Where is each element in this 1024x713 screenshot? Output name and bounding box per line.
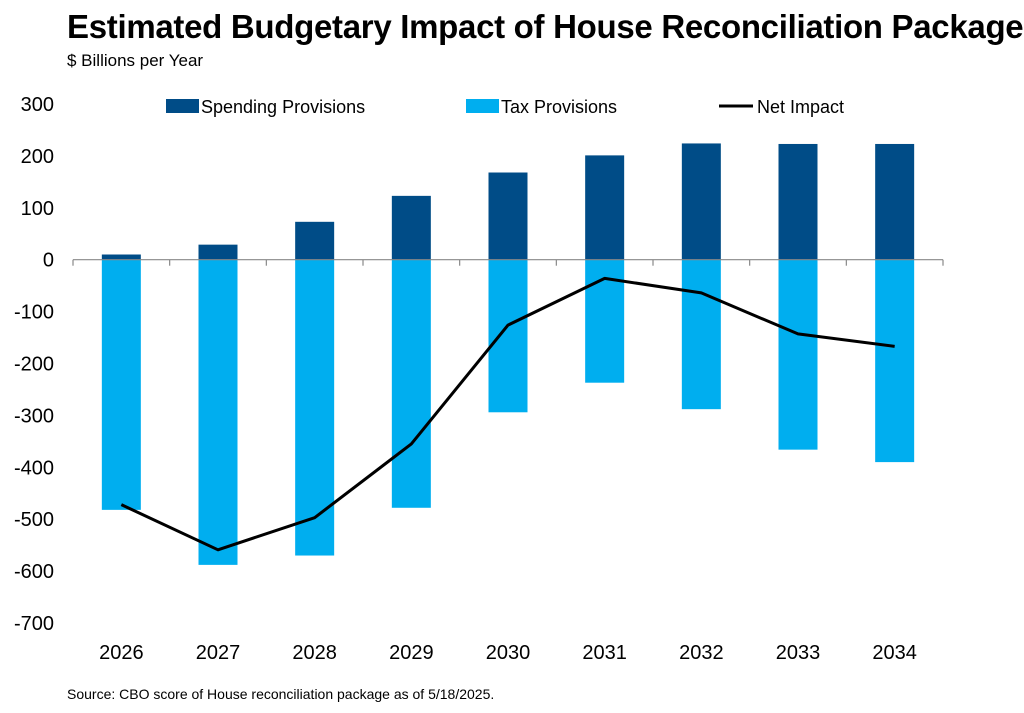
chart-title: Estimated Budgetary Impact of House Reco… — [67, 8, 1024, 45]
legend-swatch — [166, 99, 199, 113]
legend-item-spending-provisions: Spending Provisions — [166, 97, 365, 117]
legend-swatch — [466, 99, 499, 113]
x-tick-label: 2028 — [292, 642, 337, 664]
net-impact-line — [120, 276, 895, 552]
y-axis-tick-labels: 300 200 100 0 -100 -200 -300 -400 -500 -600 -700 — [14, 94, 54, 635]
spending-bar-2029 — [391, 195, 431, 260]
source-note: Source: CBO score of House reconciliatio… — [67, 686, 495, 702]
spending-bar-2033 — [778, 143, 818, 260]
tax-bar-2029 — [391, 259, 431, 508]
tax-bar-2033 — [778, 259, 818, 450]
y-tick-label: 0 — [43, 250, 54, 272]
y-tick-label: 300 — [21, 94, 54, 116]
chart-subtitle: $ Billions per Year — [67, 51, 204, 70]
spending-bar-2030 — [488, 172, 528, 260]
x-axis-tick-labels: 2026 2027 2028 2029 2030 2031 2032 2033 2034 — [99, 642, 917, 664]
x-tick-label: 2026 — [99, 642, 144, 664]
tax-bars — [101, 259, 915, 565]
tax-bar-2030 — [488, 259, 528, 413]
x-tick-label: 2030 — [486, 642, 531, 664]
y-tick-label: -300 — [14, 405, 54, 427]
x-axis-tick-marks — [72, 259, 944, 266]
spending-bar-2034 — [875, 143, 915, 260]
tax-bar-2027 — [198, 259, 238, 565]
spending-bar-2032 — [681, 143, 721, 260]
tax-bar-2034 — [875, 259, 915, 463]
y-tick-label: -600 — [14, 561, 54, 583]
legend: Spending Provisions Tax Provisions Net Imp… — [166, 97, 844, 117]
x-tick-label: 2027 — [196, 642, 241, 664]
y-tick-label: 200 — [21, 146, 54, 168]
legend-label: Spending Provisions — [201, 97, 365, 117]
tax-bar-2028 — [295, 259, 335, 556]
y-tick-label: -400 — [14, 457, 54, 479]
x-tick-label: 2031 — [582, 642, 627, 664]
spending-bars — [101, 143, 915, 260]
x-tick-label: 2029 — [389, 642, 434, 664]
y-tick-label: 100 — [21, 198, 54, 220]
x-tick-label: 2033 — [776, 642, 821, 664]
tax-bar-2026 — [101, 259, 141, 510]
spending-bar-2031 — [585, 155, 625, 260]
legend-label: Tax Provisions — [501, 97, 617, 117]
y-tick-label: -500 — [14, 509, 54, 531]
legend-label: Net Impact — [757, 97, 844, 117]
tax-bar-2032 — [681, 259, 721, 410]
x-tick-label: 2034 — [872, 642, 917, 664]
spending-bar-2028 — [295, 221, 335, 260]
legend-item-net-impact: Net Impact — [719, 97, 844, 117]
x-tick-label: 2032 — [679, 642, 724, 664]
spending-bar-2026 — [101, 254, 141, 260]
y-tick-label: -700 — [14, 613, 54, 635]
y-tick-label: -100 — [14, 302, 54, 324]
y-tick-label: -200 — [14, 354, 54, 376]
spending-bar-2027 — [198, 244, 238, 260]
legend-item-tax-provisions: Tax Provisions — [466, 97, 617, 117]
